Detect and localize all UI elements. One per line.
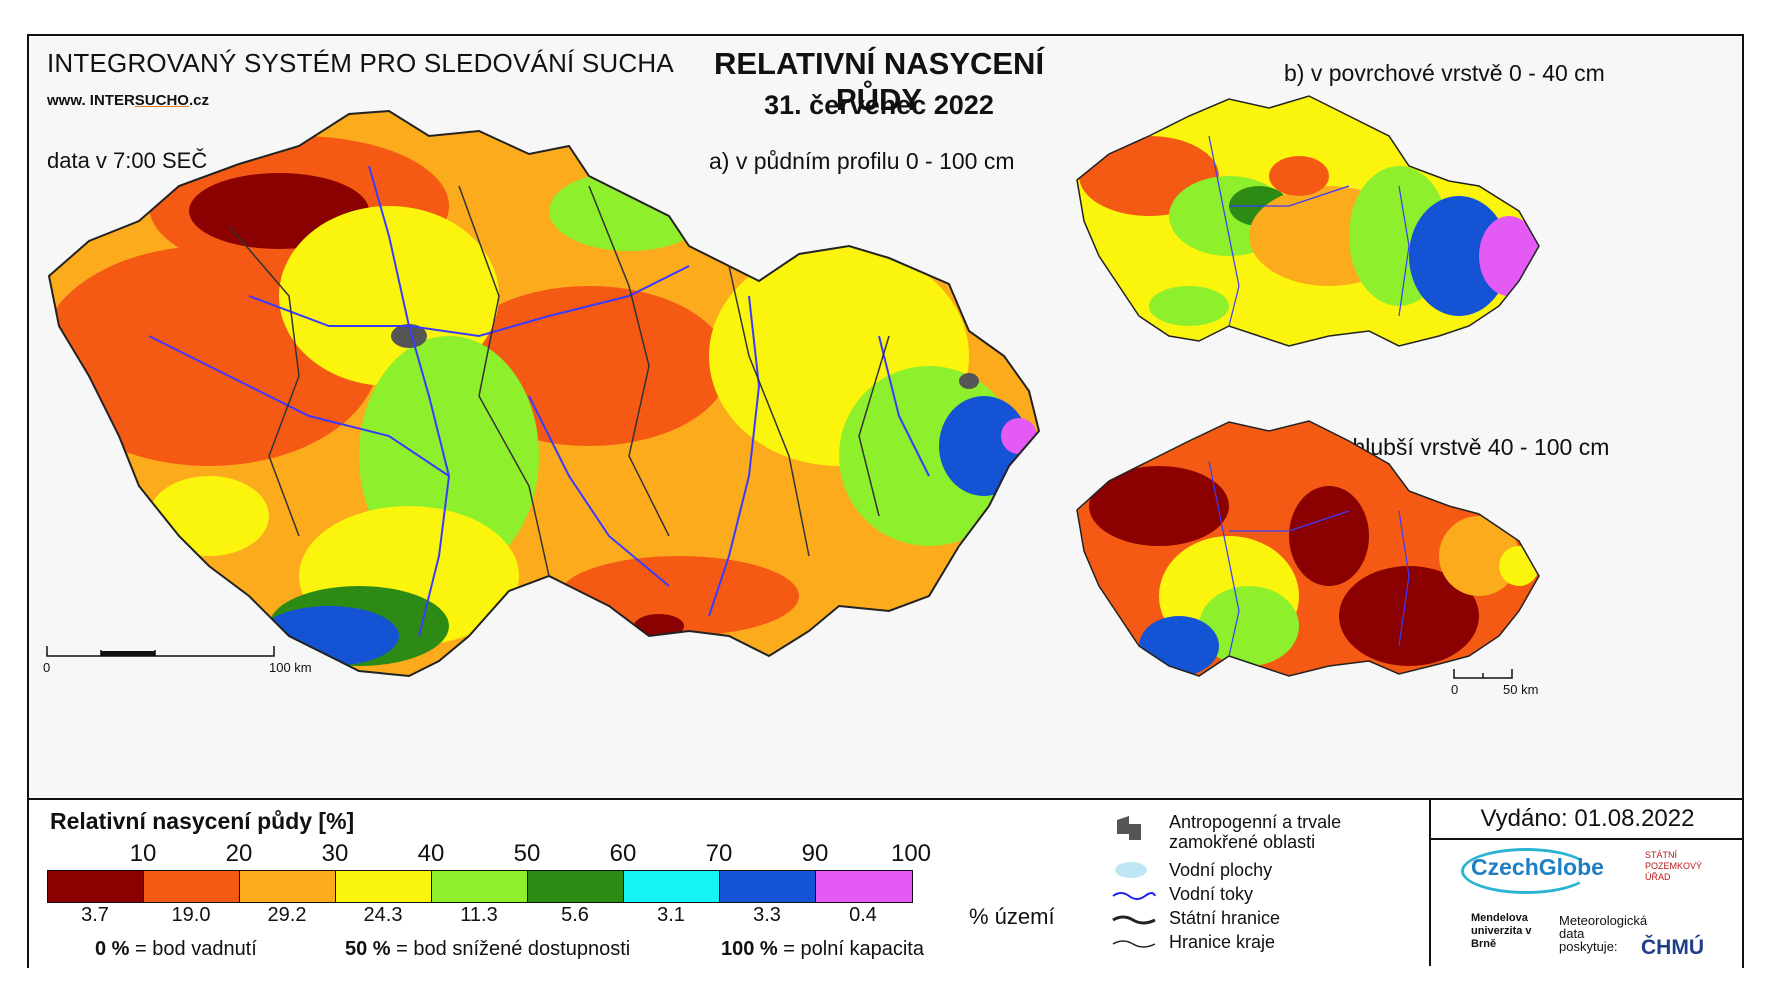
color-class [240, 871, 336, 902]
state-border-c [1076, 420, 1540, 677]
class-percent: 3.3 [753, 904, 781, 926]
main-title: RELATIVNÍ NASYCENÍ PŮDY [713, 46, 1045, 117]
state-border-a [47, 109, 1041, 678]
definition-reduced: 50 % = bod snížené dostupnosti [345, 938, 631, 960]
spu-logo: STÁTNÍ POZEMKOVÝ ÚŘAD [1645, 850, 1703, 882]
map-area: INTEGROVANÝ SYSTÉM PRO SLEDOVÁNÍ SUCHA w… [29, 36, 1742, 796]
overlay-label-rivers: Vodní toky [1169, 884, 1254, 904]
color-class [432, 871, 528, 902]
tick-label: 100 [890, 840, 932, 867]
scale-small-start: 0 [1451, 682, 1459, 697]
overlay-label-urban: Antropogenní a trvale zamokřené oblasti [1169, 812, 1342, 852]
percent-unit: % území [969, 904, 1055, 929]
rivers-c [1208, 460, 1410, 657]
map-c-fill [1077, 421, 1539, 676]
legend-title: Relativní nasycení půdy [%] [50, 808, 355, 834]
definition-capacity: 100 % = polní kapacita [721, 938, 924, 960]
river-icon [1112, 892, 1156, 900]
map-b-fill [1077, 96, 1539, 346]
color-class [528, 871, 624, 902]
system-title: INTEGROVANÝ SYSTÉM PRO SLEDOVÁNÍ SUCHA [47, 48, 674, 78]
water-body-icon [1115, 862, 1147, 878]
class-percent: 19.0 [171, 904, 211, 926]
rivers-a [148, 165, 930, 637]
color-class [48, 871, 144, 902]
class-percent: 3.7 [81, 904, 109, 926]
tick-label: 40 [417, 840, 445, 867]
region-border-icon [1112, 940, 1156, 948]
legend-area: Relativní nasycení půdy [%] 10 20 30 40 … [29, 798, 1744, 968]
website-link[interactable]: www. INTERSUCHO.cz [47, 92, 209, 109]
class-percent: 0.4 [849, 904, 877, 926]
czechglobe-logo-ring [1461, 848, 1591, 894]
czechglobe-logo: CzechGlobe [1471, 854, 1604, 880]
tick-label: 20 [225, 840, 253, 867]
chmu-logo: ČHMÚ [1641, 936, 1704, 959]
map-b-label: b) v povrchové vrstvě 0 - 40 cm [1284, 60, 1605, 86]
meteo-text: Meteorologická data poskytuje: [1559, 913, 1648, 954]
definition-wilting: 0 % = bod vadnutí [95, 938, 257, 960]
tick-label: 30 [321, 840, 349, 867]
overlay-label-region: Hranice kraje [1169, 932, 1276, 952]
mendel-logo: Mendelova univerzita v Brně [1471, 912, 1532, 950]
overlay-icons [1112, 816, 1156, 948]
color-class [624, 871, 720, 902]
region-borders-a [228, 185, 890, 577]
scale-bar-main [46, 646, 275, 657]
class-percent: 11.3 [460, 904, 498, 926]
class-percent: 3.1 [657, 904, 685, 926]
map-a-fill [49, 111, 1039, 676]
map-frame: INTEGROVANÝ SYSTÉM PRO SLEDOVÁNÍ SUCHA w… [27, 34, 1744, 968]
main-date: 31. červenec 2022 [764, 90, 994, 120]
scale-bar-small [1453, 669, 1513, 679]
color-class [816, 871, 912, 902]
class-percent: 5.6 [561, 904, 589, 926]
tick-label: 10 [129, 840, 157, 867]
scale-main-start: 0 [43, 660, 51, 675]
overlay-label-state: Státní hranice [1169, 908, 1281, 928]
tick-label: 50 [513, 840, 541, 867]
map-a-label: a) v půdním profilu 0 - 100 cm [709, 148, 1015, 174]
data-time: data v 7:00 SEČ [47, 148, 208, 173]
class-percent: 29.2 [267, 904, 307, 926]
tick-label: 70 [705, 840, 733, 867]
tick-label: 90 [801, 840, 829, 867]
state-border-b [1076, 95, 1540, 347]
map-a-svg [46, 95, 1540, 679]
tick-label: 60 [609, 840, 637, 867]
issued-box: Vydáno: 01.08.2022 CzechGlobe STÁTNÍ POZ… [1429, 800, 1744, 966]
color-bar [47, 870, 913, 903]
urban-area-icon [1117, 816, 1141, 840]
overlay-label-water: Vodní plochy [1169, 860, 1273, 880]
color-class [336, 871, 432, 902]
class-percent: 24.3 [363, 904, 403, 926]
scale-small-end: 50 km [1503, 682, 1539, 697]
color-class [720, 871, 816, 902]
state-border-icon [1112, 915, 1156, 925]
scale-main-end: 100 km [269, 660, 312, 675]
issued-date: Vydáno: 01.08.2022 [1431, 800, 1744, 840]
color-class [144, 871, 240, 902]
rivers-b [1208, 135, 1410, 327]
